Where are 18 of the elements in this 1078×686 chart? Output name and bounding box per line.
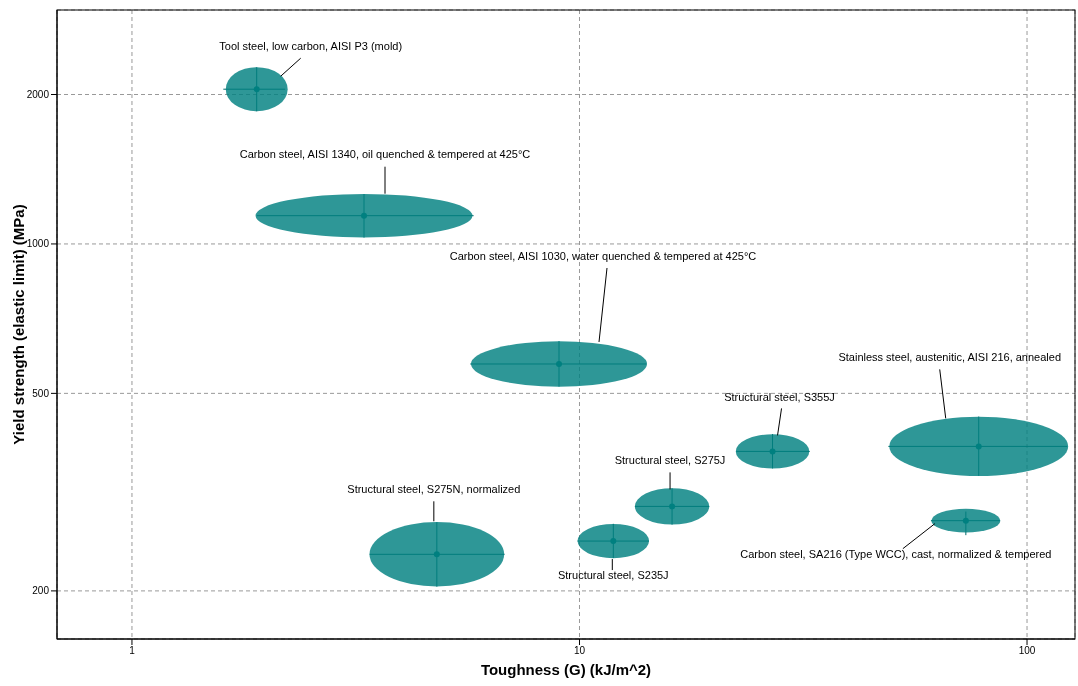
y-tick-label: 1000	[26, 238, 50, 250]
annotation: Carbon steel, AISI 1340, oil quenched & tempered at 425°C	[239, 147, 531, 160]
annotation: Structural steel, S275N, normalized	[347, 483, 521, 496]
y-tick-label: 200	[32, 585, 50, 597]
annotation: Carbon steel, SA216 (Type WCC), cast, normalized & tempered	[740, 547, 1052, 560]
annotation: Structural steel, S275J	[614, 454, 726, 467]
y-tick-label: 2000	[26, 89, 50, 101]
y-axis-title: Yield strength (elastic limit) (MPa)	[10, 204, 27, 445]
x-axis-title: Toughness (G) (kJ/m^2)	[480, 661, 652, 678]
annotation: Structural steel, S235J	[557, 569, 669, 582]
x-tick-label: 1	[129, 645, 136, 657]
annotation: Tool steel, low carbon, AISI P3 (mold)	[219, 40, 403, 53]
annotation: Carbon steel, AISI 1030, water quenched & tempered at 425°C	[449, 249, 757, 262]
annotation: Stainless steel, austenitic, AISI 216, annealed	[838, 351, 1062, 364]
annotation: Structural steel, S355J	[724, 391, 835, 404]
y-tick-label: 500	[32, 387, 50, 399]
x-tick-label: 100	[1018, 645, 1036, 657]
x-tick-label: 10	[573, 645, 586, 657]
